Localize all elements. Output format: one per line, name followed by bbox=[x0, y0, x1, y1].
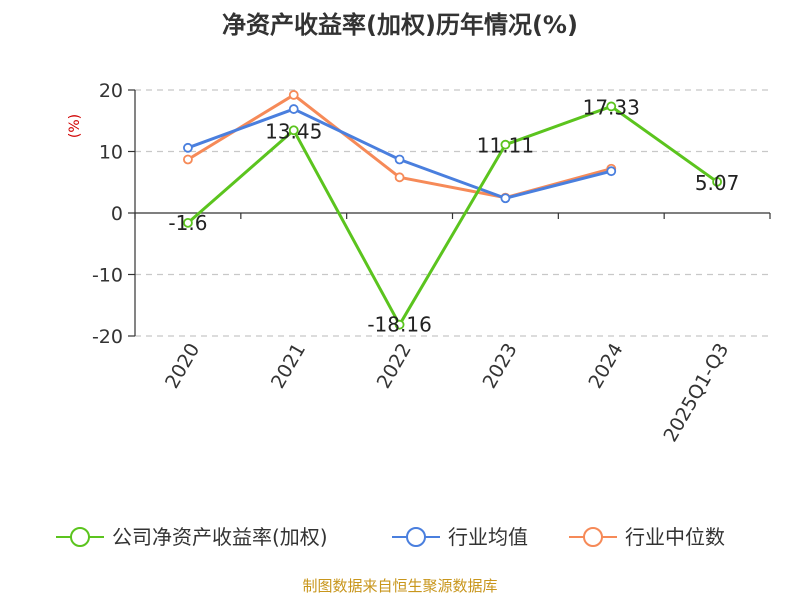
y-tick-label: -10 bbox=[92, 265, 123, 287]
data-label: -1.6 bbox=[168, 211, 207, 235]
x-tick-label: 2022 bbox=[373, 340, 416, 393]
series-point bbox=[288, 125, 299, 136]
legend-marker bbox=[70, 527, 90, 547]
x-tick-label: 2023 bbox=[479, 340, 522, 393]
series-point bbox=[394, 319, 405, 330]
series-point bbox=[500, 139, 511, 150]
y-tick-label: 10 bbox=[99, 142, 123, 164]
data-labels: -1.6 13.45 -18.16 11.11 17.33 5.07 bbox=[168, 95, 739, 336]
data-label: -18.16 bbox=[367, 313, 431, 337]
x-tick-label: 2021 bbox=[267, 340, 310, 393]
legend-label: 行业中位数 bbox=[625, 525, 725, 549]
series-point bbox=[606, 166, 617, 177]
series-point bbox=[183, 217, 193, 228]
grid-lines bbox=[135, 89, 770, 337]
legend-marker bbox=[406, 527, 426, 547]
data-label: 17.33 bbox=[583, 95, 640, 119]
series-line bbox=[186, 104, 718, 327]
data-label: 5.07 bbox=[695, 171, 740, 195]
y-tick-label: 20 bbox=[99, 80, 123, 102]
series-point bbox=[288, 104, 299, 114]
x-tick-label: 2024 bbox=[584, 340, 627, 393]
y-tick-label: -20 bbox=[92, 326, 123, 348]
series-point bbox=[606, 101, 617, 112]
axes: 20 10 0 -10 -20 2020 2021 2022 2023 2024 2025Q1-Q3 bbox=[92, 80, 771, 446]
data-label: 13.45 bbox=[265, 119, 322, 143]
series-point bbox=[183, 142, 193, 153]
source-note: 制图数据来自恒生聚源数据库 bbox=[302, 577, 497, 595]
y-axis-label: (%) bbox=[67, 114, 83, 138]
legend-marker bbox=[583, 527, 603, 547]
series-point bbox=[394, 154, 405, 165]
series-point bbox=[394, 172, 405, 183]
series-layer bbox=[183, 90, 722, 330]
x-tick-label: 2020 bbox=[161, 340, 204, 393]
legend-label: 行业均值 bbox=[448, 525, 528, 549]
series-point bbox=[183, 154, 193, 165]
series-point bbox=[500, 193, 511, 204]
series-point bbox=[712, 176, 722, 187]
data-label: 11.11 bbox=[477, 134, 534, 158]
chart-title: 净资产收益率(加权)历年情况(%) bbox=[222, 11, 578, 39]
legend: 公司净资产收益率(加权) 行业均值 行业中位数 bbox=[56, 525, 725, 549]
y-tick-label: 0 bbox=[111, 203, 123, 225]
x-tick-label: 2025Q1-Q3 bbox=[659, 340, 733, 446]
series-point bbox=[288, 90, 299, 100]
legend-label: 公司净资产收益率(加权) bbox=[112, 525, 328, 549]
